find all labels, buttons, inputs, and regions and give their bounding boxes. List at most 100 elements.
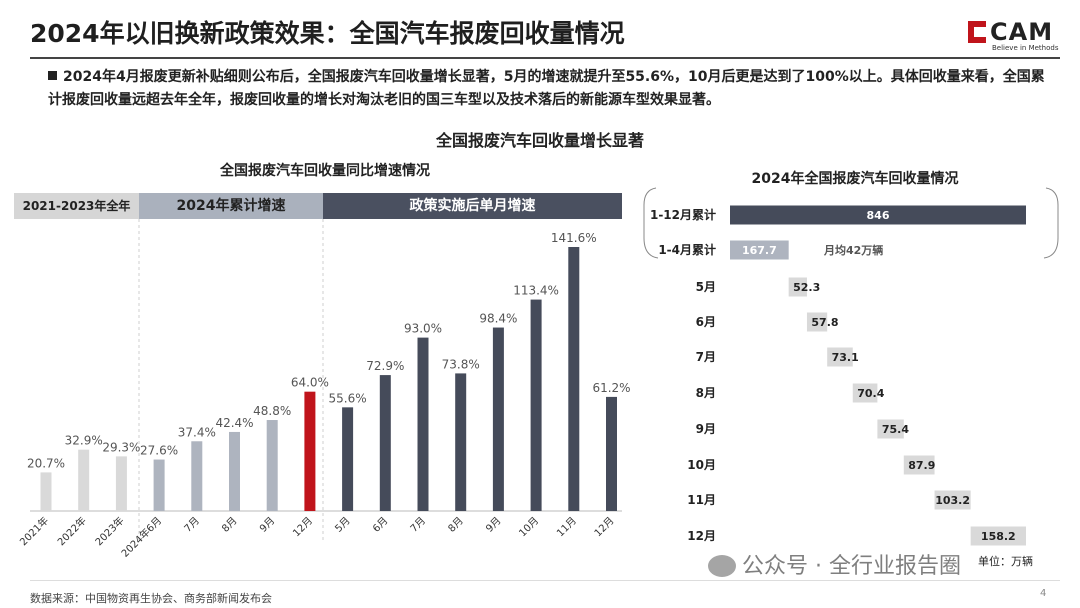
growth-bar	[78, 449, 90, 511]
growth-category-label: 2022年	[55, 514, 89, 548]
title-divider	[30, 57, 1060, 59]
volume-value-label: 70.4	[857, 387, 884, 400]
growth-category-label: 5月	[333, 515, 353, 535]
growth-bar	[379, 375, 391, 511]
brand-name: CAM	[990, 18, 1054, 46]
monthly-average-annotation: 月均42万辆	[823, 243, 883, 257]
summary-paragraph: 2024年4月报废更新补贴细则公布后，全国报废汽车回收量增长显著，5月的增速就提…	[48, 66, 1058, 112]
volume-value-label: 158.2	[981, 530, 1016, 543]
growth-category-label: 2023年	[92, 514, 126, 548]
growth-value-label: 55.6%	[329, 391, 367, 405]
volume-category-label: 1-12月累计	[650, 207, 716, 222]
summary-text: 2024年4月报废更新补贴细则公布后，全国报废汽车回收量增长显著，5月的增速就提…	[48, 69, 1045, 108]
growth-bar	[530, 299, 542, 511]
growth-category-label: 10月	[517, 515, 542, 540]
volume-bar	[934, 490, 971, 510]
volume-chart-title: 2024年全国报废汽车回收量情况	[751, 171, 959, 187]
growth-category-label: 12月	[290, 515, 315, 540]
volume-value-label: 87.9	[908, 459, 935, 472]
growth-bar	[455, 373, 467, 511]
growth-category-label: 12月	[592, 515, 617, 540]
volume-bar	[730, 205, 1026, 225]
page-number: 4	[1040, 588, 1047, 599]
growth-bar	[115, 456, 127, 511]
brand-logo: CAM Believe in Methods	[968, 18, 1068, 52]
growth-value-label: 48.8%	[253, 404, 291, 418]
growth-value-label: 73.8%	[442, 357, 480, 371]
volume-bar	[970, 526, 1026, 546]
watermark-text: 公众号 · 全行业报告圈	[742, 554, 961, 579]
square-bullet-icon	[48, 71, 57, 80]
growth-value-label: 42.4%	[215, 416, 253, 430]
growth-bar	[191, 441, 203, 511]
volume-category-label: 12月	[687, 529, 716, 543]
section-heading: 全国报废汽车回收量增长显著	[435, 131, 644, 150]
band-cumulative: 2024年累计增速	[139, 193, 323, 219]
volume-value-label: 75.4	[882, 423, 909, 436]
growth-bar	[229, 431, 240, 511]
growth-category-label: 2021年	[17, 514, 51, 548]
growth-value-label: 27.6%	[140, 444, 178, 458]
volume-bar	[852, 383, 878, 403]
footer-divider	[30, 580, 1060, 581]
growth-category-label: 9月	[483, 515, 503, 535]
volume-value-label: 73.1	[832, 351, 859, 364]
growth-category-label: 11月	[554, 515, 579, 540]
growth-chart-title: 全国报废汽车回收量同比增速情况	[220, 163, 430, 179]
volume-value-label: 57.8	[811, 316, 838, 329]
wechat-icon	[708, 555, 736, 577]
volume-bar	[903, 455, 935, 475]
volume-category-label: 1-4月累计	[658, 242, 716, 257]
bracket-left	[643, 187, 659, 259]
growth-value-label: 64.0%	[291, 376, 329, 390]
volume-bar	[730, 240, 789, 260]
volume-category-label: 7月	[696, 350, 716, 364]
growth-bar	[606, 396, 617, 511]
growth-value-label: 32.9%	[65, 434, 103, 448]
growth-category-label: 9月	[257, 515, 277, 535]
growth-category-label: 2024年6月	[118, 514, 164, 560]
volume-bar	[806, 312, 828, 332]
volume-category-label: 6月	[696, 315, 716, 329]
volume-category-label: 11月	[687, 493, 716, 507]
growth-bar	[304, 391, 316, 511]
watermark: 公众号 · 全行业报告圈	[708, 548, 961, 580]
growth-value-label: 61.2%	[592, 381, 630, 395]
growth-category-label: 6月	[370, 515, 390, 535]
volume-category-label: 9月	[696, 422, 716, 436]
growth-value-label: 37.4%	[178, 425, 216, 439]
volume-category-label: 5月	[696, 280, 716, 294]
growth-value-label: 72.9%	[366, 359, 404, 373]
volume-category-label: 10月	[687, 458, 716, 472]
growth-category-label: 8月	[446, 515, 466, 535]
band-annual: 2021-2023年全年	[14, 193, 139, 219]
growth-bar	[153, 459, 165, 511]
growth-category-label: 7月	[408, 515, 428, 535]
growth-value-label: 141.6%	[551, 231, 597, 245]
volume-bar	[877, 419, 904, 439]
growth-value-label: 93.0%	[404, 322, 442, 336]
growth-bar	[40, 472, 52, 511]
brand-mark-icon	[968, 21, 986, 43]
growth-bar	[417, 337, 429, 511]
bracket-right	[1043, 187, 1059, 259]
growth-value-label: 98.4%	[479, 312, 517, 326]
volume-bar	[788, 277, 807, 297]
volume-value-label: 167.7	[742, 244, 777, 257]
growth-bar	[492, 327, 504, 511]
volume-value-label: 846	[867, 209, 890, 222]
volume-value-label: 103.2	[935, 494, 970, 507]
growth-bar	[568, 247, 580, 511]
unit-label: 单位：万辆	[978, 555, 1033, 568]
growth-value-label: 20.7%	[27, 456, 65, 470]
data-source: 数据来源：中国物资再生协会、商务部新闻发布会	[30, 592, 272, 605]
brand-tagline: Believe in Methods	[992, 44, 1059, 52]
volume-bar	[827, 347, 853, 367]
growth-bar	[342, 407, 354, 511]
growth-value-label: 29.3%	[102, 440, 140, 454]
growth-value-label: 113.4%	[513, 284, 559, 298]
growth-bar	[266, 420, 278, 511]
volume-value-label: 52.3	[793, 281, 820, 294]
growth-category-label: 8月	[220, 515, 240, 535]
volume-category-label: 8月	[696, 386, 716, 400]
